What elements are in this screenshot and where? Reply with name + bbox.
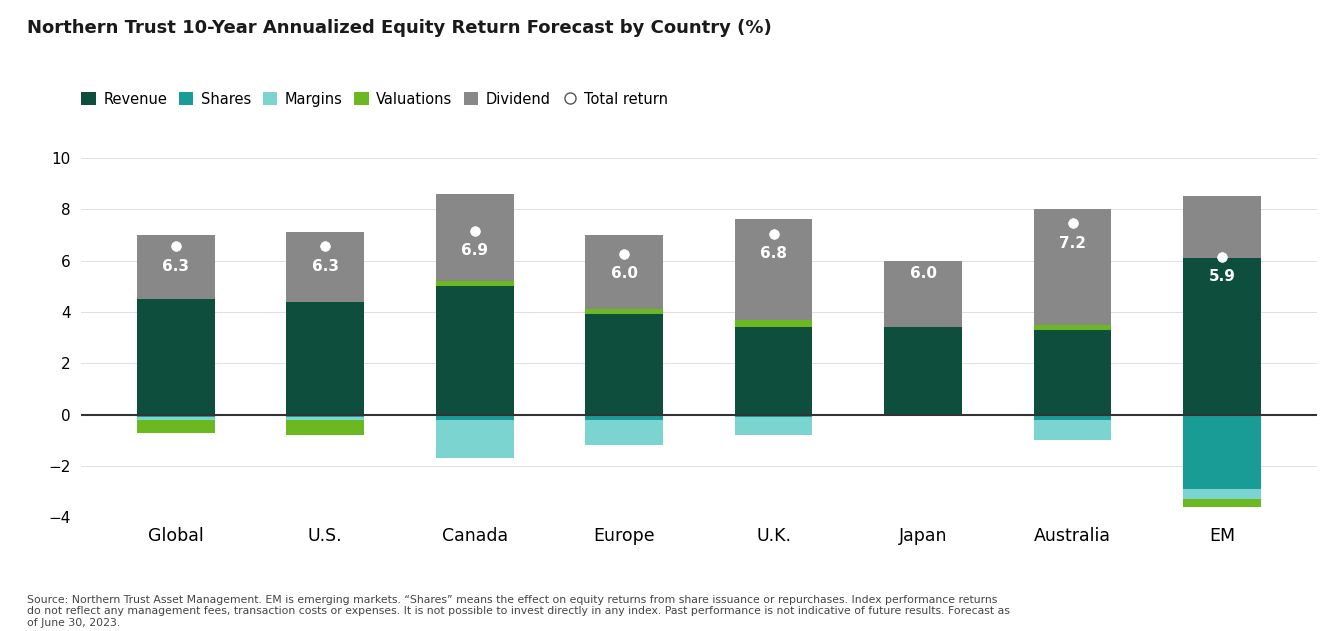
Bar: [286, 302, 364, 415]
Legend: Revenue, Shares, Margins, Valuations, Dividend, Total return: Revenue, Shares, Margins, Valuations, Di…: [75, 86, 675, 112]
Bar: [286, 232, 364, 302]
Bar: [585, 415, 663, 420]
Text: 6.0: 6.0: [910, 266, 937, 281]
Bar: [435, 420, 513, 458]
Text: 5.9: 5.9: [1208, 269, 1235, 284]
Bar: [585, 235, 663, 309]
Bar: [1183, 415, 1261, 489]
Bar: [435, 415, 513, 420]
Text: 6.3: 6.3: [163, 259, 190, 274]
Bar: [1034, 415, 1111, 420]
Bar: [137, 235, 215, 299]
Bar: [735, 320, 813, 327]
Text: 7.2: 7.2: [1059, 235, 1086, 251]
Bar: [137, 420, 215, 433]
Text: Source: Northern Trust Asset Management. EM is emerging markets. “Shares” means : Source: Northern Trust Asset Management.…: [27, 594, 1009, 628]
Bar: [435, 194, 513, 281]
Bar: [585, 420, 663, 445]
Text: 6.3: 6.3: [312, 259, 339, 274]
Bar: [585, 309, 663, 314]
Bar: [137, 299, 215, 415]
Bar: [1034, 420, 1111, 440]
Bar: [1183, 258, 1261, 415]
Bar: [286, 417, 364, 420]
Bar: [1183, 489, 1261, 500]
Bar: [735, 220, 813, 320]
Bar: [884, 261, 962, 327]
Bar: [735, 417, 813, 435]
Bar: [1034, 209, 1111, 325]
Bar: [435, 286, 513, 415]
Bar: [1034, 330, 1111, 415]
Bar: [137, 415, 215, 417]
Bar: [1183, 500, 1261, 507]
Bar: [435, 281, 513, 286]
Bar: [735, 415, 813, 417]
Bar: [1183, 196, 1261, 258]
Bar: [286, 415, 364, 417]
Bar: [735, 327, 813, 415]
Text: 6.8: 6.8: [761, 246, 788, 261]
Bar: [286, 420, 364, 435]
Bar: [1034, 325, 1111, 330]
Bar: [884, 327, 962, 415]
Text: 6.0: 6.0: [610, 266, 637, 281]
Bar: [137, 417, 215, 420]
Text: 6.9: 6.9: [461, 243, 488, 258]
Text: Northern Trust 10-Year Annualized Equity Return Forecast by Country (%): Northern Trust 10-Year Annualized Equity…: [27, 19, 771, 37]
Bar: [585, 314, 663, 415]
